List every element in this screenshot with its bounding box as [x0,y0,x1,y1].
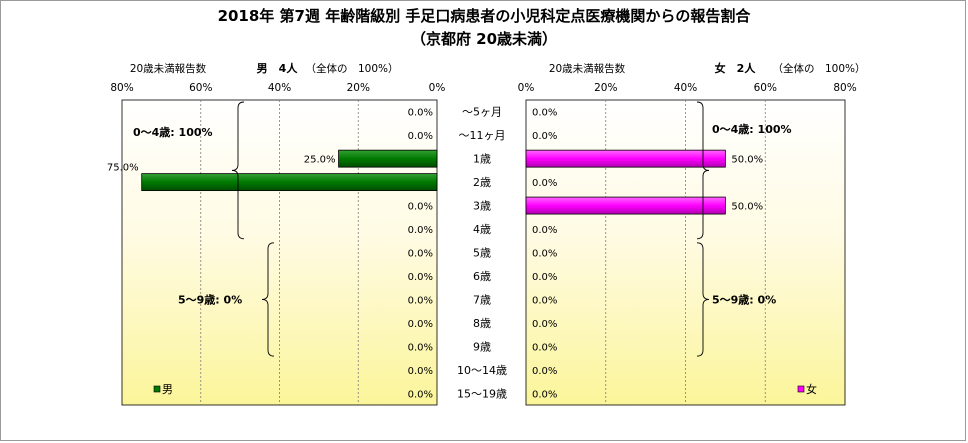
female-group-label: 0～4歳: 100% [712,122,792,136]
chart-title-line2: （京都府 20歳未満） [411,30,557,48]
male-bar [141,173,438,192]
male-group-label: 0～4歳: 100% [133,125,213,139]
male-value-label: 0.0% [408,366,433,377]
left-header-label: 20歳未満報告数 [130,62,207,75]
female-group-bracket [696,242,710,357]
female-panel: 0% 20% 40% 60% 80% 0.0% 0.0% 50.0% 0.0% 50.0% 0.0%… [518,82,857,406]
age-category-label: ～11ヶ月 [459,129,506,142]
age-category-label: 10～14歳 [457,364,507,377]
age-category-label: 8歳 [473,317,491,330]
age-category-label: 15～19歳 [457,387,507,400]
female-tick-label: 80% [833,82,856,94]
age-category-label: 6歳 [473,270,491,283]
female-value-label: 0.0% [532,249,557,260]
female-value-label: 0.0% [532,178,557,189]
male-tick-label: 0% [429,82,446,94]
male-value-label: 0.0% [408,295,433,306]
male-legend-swatch [153,385,161,393]
male-tick-label: 40% [268,82,291,94]
female-group-bracket [696,101,710,240]
female-bar [525,149,726,168]
chart-title-line1: 2018年 第7週 年齢階級別 手足口病患者の小児科定点医療機関からの報告割合 [218,7,752,25]
age-category-label: 2歳 [473,176,491,189]
female-bar [525,196,726,215]
right-header-total: 女 2人 [715,61,757,75]
age-category-label: 3歳 [473,200,491,213]
female-value-label: 0.0% [532,389,557,400]
male-group-bracket [261,242,275,357]
age-category-label: 1歳 [473,153,491,166]
female-value-label: 0.0% [532,366,557,377]
male-tick-label: 80% [110,82,133,94]
female-value-label: 0.0% [532,225,557,236]
age-category-labels: ～5ヶ月 ～11ヶ月 1歳 2歳 3歳 4歳 5歳 6歳 7歳 8歳 9歳 10～14歳 15～19歳 [457,106,507,401]
female-value-label: 50.0% [731,202,763,213]
male-value-label: 0.0% [408,225,433,236]
male-bar [338,149,438,168]
female-value-label: 50.0% [731,155,763,166]
female-tick-label: 20% [594,82,617,94]
female-tick-label: 0% [518,82,535,94]
female-tick-label: 40% [674,82,697,94]
right-header-note: （全体の 100%） [772,62,865,75]
age-category-label: 7歳 [473,293,491,306]
age-category-label: 5歳 [473,247,491,260]
male-value-label: 0.0% [408,202,433,213]
male-value-label: 0.0% [408,249,433,260]
male-group-bracket [231,101,245,240]
male-value-label: 0.0% [408,272,433,283]
female-value-label: 0.0% [532,295,557,306]
female-value-label: 0.0% [532,272,557,283]
male-value-label: 75.0% [107,163,139,174]
male-panel: 80% 60% 40% 20% 0% 0.0% 0.0% 25.0% 75.0% 0.0% 0.0%… [107,82,446,406]
male-value-label: 0.0% [408,131,433,142]
male-value-label: 0.0% [408,319,433,330]
age-category-label: 9歳 [473,340,491,353]
male-group-label: 5～9歳: 0% [178,292,242,306]
male-legend-label: 男 [162,383,173,396]
male-tick-label: 20% [347,82,370,94]
male-value-label: 0.0% [408,389,433,400]
male-tick-label: 60% [189,82,212,94]
male-value-label: 25.0% [304,155,336,166]
age-category-label: 4歳 [473,223,491,236]
female-value-label: 0.0% [532,131,557,142]
female-legend-label: 女 [806,382,817,396]
age-category-label: ～5ヶ月 [462,106,502,119]
female-tick-label: 60% [754,82,777,94]
male-value-label: 0.0% [408,342,433,353]
left-header-total: 男 4人 [257,61,299,75]
female-value-label: 0.0% [532,319,557,330]
right-header-label: 20歳未満報告数 [549,62,626,75]
female-legend-swatch [797,385,805,393]
left-header-note: （全体の 100%） [305,62,398,75]
female-group-label: 5～9歳: 0% [712,292,776,306]
male-value-label: 0.0% [408,108,433,119]
female-value-label: 0.0% [532,108,557,119]
female-value-label: 0.0% [532,342,557,353]
